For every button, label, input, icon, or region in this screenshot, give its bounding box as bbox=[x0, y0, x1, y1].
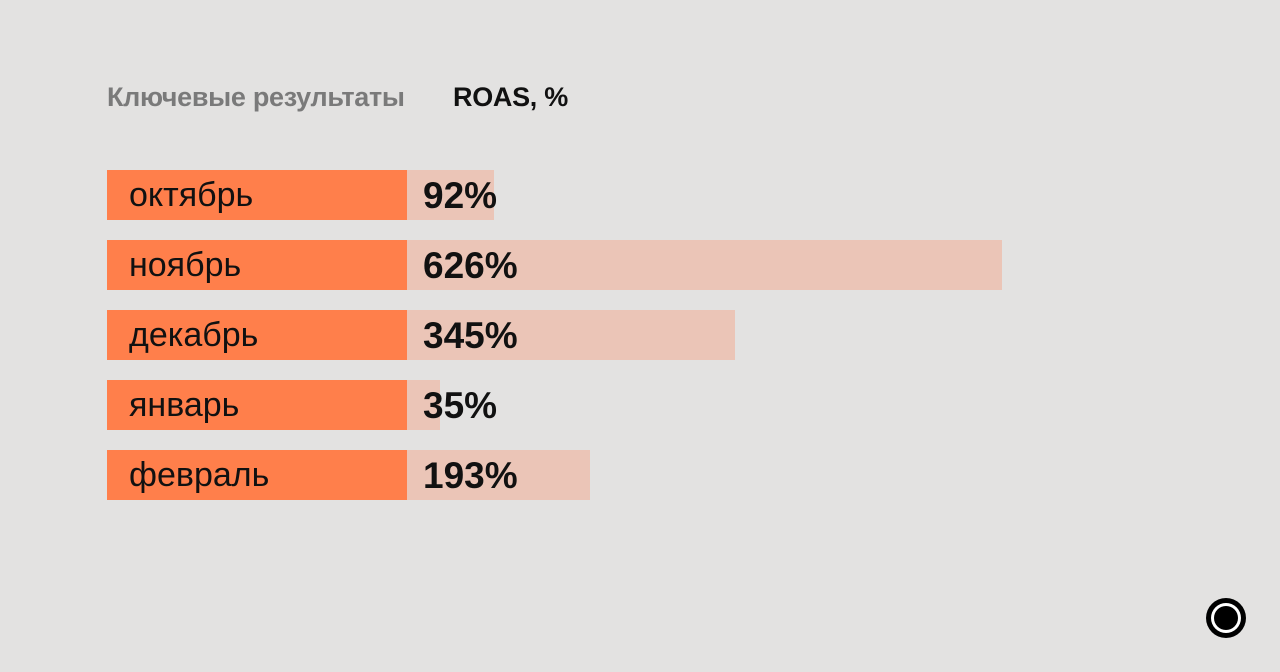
chart-header: Ключевые результаты ROAS, % bbox=[107, 80, 568, 114]
category-label-box bbox=[107, 380, 407, 430]
value-label: 345% bbox=[423, 315, 518, 356]
value-bar bbox=[407, 240, 1002, 290]
category-label-box bbox=[107, 310, 407, 360]
category-label-box bbox=[107, 240, 407, 290]
value-label: 626% bbox=[423, 245, 518, 286]
value-bar bbox=[407, 450, 591, 500]
chart-title: Ключевые результаты bbox=[107, 81, 405, 112]
value-bar bbox=[407, 380, 441, 430]
category-label: октябрь bbox=[129, 176, 254, 214]
category-label: январь bbox=[129, 386, 240, 424]
roas-bar-chart: октябрь 92% ноябрь 626% декабрь 345% январь 35%… bbox=[107, 170, 1107, 510]
value-bar bbox=[407, 310, 735, 360]
value-bar bbox=[407, 170, 495, 220]
category-label: ноябрь bbox=[129, 246, 242, 284]
value-label: 92% bbox=[423, 175, 498, 216]
ring-logo-icon bbox=[1206, 598, 1246, 638]
value-label: 35% bbox=[423, 385, 498, 426]
category-label-box bbox=[107, 170, 407, 220]
category-label: февраль bbox=[129, 456, 270, 494]
category-label: декабрь bbox=[129, 316, 259, 354]
category-label-box bbox=[107, 450, 407, 500]
metric-label: ROAS, % bbox=[453, 81, 568, 112]
value-label: 193% bbox=[423, 455, 518, 496]
